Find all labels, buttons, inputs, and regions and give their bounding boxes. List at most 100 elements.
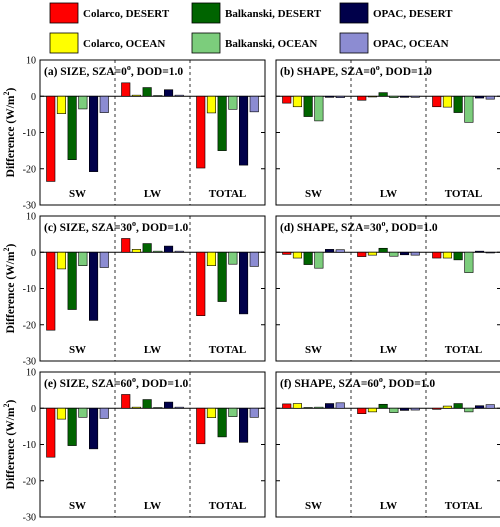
legend-swatch [339,2,369,24]
bar [249,95,259,113]
bar [164,89,174,97]
bar [303,251,313,265]
plot-frame [275,59,500,206]
bar [78,407,88,418]
legend-label: OPAC, DESERT [373,8,453,20]
y-tick-label: 10 [26,212,36,223]
category-label: SW [69,188,86,200]
bar [357,251,367,257]
category-label: LW [380,344,397,356]
bar [228,95,238,110]
bar [217,407,227,438]
bar [442,405,453,409]
panel-title: (d) SHAPE, SZA=30o, DOD=1.0 [280,219,438,234]
y-tick-label: -20 [23,320,36,331]
legend: Colarco, DESERT Balkanski, DESERT OPAC, DE… [49,2,453,54]
bar [121,394,131,409]
bar [196,95,206,169]
bar [206,407,216,418]
bar [56,251,67,270]
legend-swatch [191,2,221,24]
plot-frame [275,371,500,518]
category-label: LW [144,188,161,200]
bar [389,407,399,413]
category-label: SW [305,344,322,356]
bar [474,250,485,253]
bar [46,251,56,331]
bar [453,95,463,113]
bar [239,95,249,166]
bar [206,251,216,266]
bar [367,95,378,98]
bar [174,406,184,409]
bar [410,95,420,98]
bar [142,399,152,409]
bar [99,95,109,113]
bar [131,94,141,97]
bar [453,403,463,409]
category-label: SW [69,344,86,356]
chart-panel-c: 10 0 -10 -20 -30 SW LW TOTAL (c) SIZE, SZA=30o, … [2,212,266,368]
category-label: LW [380,188,397,200]
bar [378,247,388,253]
bar [335,249,345,253]
bar [89,407,99,450]
bar [282,403,292,409]
y-tick-label: -20 [23,476,36,487]
bar [89,251,99,321]
bar [174,94,184,97]
category-label: TOTAL [209,344,247,356]
legend-swatch [49,2,79,24]
chart-panel-a: 10 0 -10 -20 -30 SW LW TOTAL (a) SIZE, SZA=0o, D… [2,56,266,212]
bar [46,407,56,458]
bar [292,251,303,259]
bar [303,407,313,409]
y-tick-label: -10 [23,440,36,451]
y-axis-label: Difference (W/m2) [2,399,17,489]
bar [292,95,303,108]
legend-swatch [191,32,221,54]
plot-frame [275,215,500,362]
panels: 10 0 -10 -20 -30 SW LW TOTAL (a) SIZE, SZA=0o, D… [2,56,500,524]
bar [442,95,453,108]
bar [303,95,313,117]
category-label: SW [305,500,322,512]
y-tick-label: -10 [23,128,36,139]
category-label: LW [144,344,161,356]
bar [324,95,335,98]
bar [399,251,410,256]
bar [164,401,174,409]
bar [228,407,238,417]
category-label: TOTAL [209,500,247,512]
y-tick-label: 0 [31,92,36,103]
bar [78,251,88,266]
bar [142,87,152,97]
y-tick-label: -30 [23,357,36,368]
chart-panel-d: SW LW TOTAL (d) SHAPE, SZA=30o, DOD=1.0 [275,215,500,362]
bar [357,407,367,414]
bar [367,251,378,256]
y-tick-label: -10 [23,284,36,295]
bar [282,95,292,104]
bar [164,245,174,253]
bar [239,407,249,443]
bar [442,251,453,259]
category-label: TOTAL [445,188,483,200]
bar [335,95,345,99]
y-tick-label: -20 [23,164,36,175]
bar [314,406,324,409]
bar [389,251,399,257]
bar [464,251,474,273]
bar [324,249,335,253]
bar [314,95,324,122]
chart-panel-f: SW LW TOTAL (f) SHAPE, SZA=60o, DOD=1.0 [275,371,500,518]
bar [153,95,163,97]
bar [474,405,485,409]
y-tick-label: 0 [31,248,36,259]
bar [131,249,141,253]
bar [249,251,259,267]
bar [56,95,67,114]
bar [378,403,388,409]
bar [153,250,163,253]
